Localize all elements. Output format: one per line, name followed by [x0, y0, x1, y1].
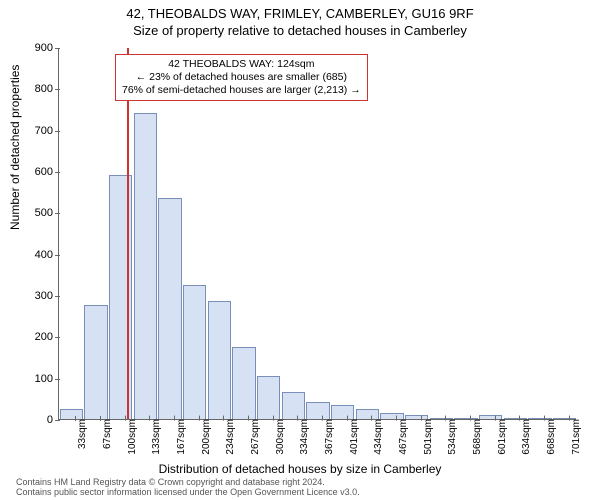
histogram-bar — [60, 409, 83, 419]
x-tick: 100sqm — [125, 419, 138, 455]
chart-container: 42, THEOBALDS WAY, FRIMLEY, CAMBERLEY, G… — [0, 0, 600, 500]
annotation-line: 76% of semi-detached houses are larger (… — [122, 84, 361, 97]
x-tick: 33sqm — [75, 419, 88, 449]
y-tick: 400 — [25, 249, 59, 261]
y-tick: 500 — [25, 207, 59, 219]
histogram-bar — [282, 392, 305, 419]
histogram-bar — [331, 405, 354, 419]
y-tick: 700 — [25, 125, 59, 137]
histogram-bar — [109, 175, 132, 419]
histogram-bar — [257, 376, 280, 419]
y-tick: 800 — [25, 83, 59, 95]
x-tick: 200sqm — [199, 419, 212, 455]
histogram-bar — [183, 285, 206, 419]
x-tick: 133sqm — [149, 419, 162, 455]
attribution-line-2: Contains public sector information licen… — [16, 488, 360, 498]
x-tick: 67sqm — [100, 419, 113, 449]
x-tick: 634sqm — [519, 419, 532, 455]
x-tick: 234sqm — [223, 419, 236, 455]
x-tick: 367sqm — [322, 419, 335, 455]
x-tick: 668sqm — [544, 419, 557, 455]
histogram-bar — [134, 113, 157, 419]
x-axis-label: Distribution of detached houses by size … — [0, 462, 600, 476]
x-tick: 401sqm — [347, 419, 360, 455]
y-tick: 900 — [25, 42, 59, 54]
annotation-box: 42 THEOBALDS WAY: 124sqm← 23% of detache… — [115, 54, 368, 101]
x-tick: 568sqm — [470, 419, 483, 455]
property-marker-line — [127, 48, 129, 419]
x-tick: 501sqm — [421, 419, 434, 455]
x-tick: 434sqm — [371, 419, 384, 455]
y-axis-label: Number of detached properties — [8, 65, 22, 230]
title-block: 42, THEOBALDS WAY, FRIMLEY, CAMBERLEY, G… — [0, 0, 600, 38]
chart-title: 42, THEOBALDS WAY, FRIMLEY, CAMBERLEY, G… — [0, 6, 600, 21]
histogram-bar — [158, 198, 181, 419]
x-tick: 467sqm — [396, 419, 409, 455]
y-tick: 600 — [25, 166, 59, 178]
x-tick: 534sqm — [445, 419, 458, 455]
x-tick: 601sqm — [495, 419, 508, 455]
attribution: Contains HM Land Registry data © Crown c… — [16, 478, 360, 498]
annotation-line: ← 23% of detached houses are smaller (68… — [122, 71, 361, 84]
x-tick: 267sqm — [248, 419, 261, 455]
histogram-bar — [306, 402, 329, 419]
x-tick: 334sqm — [297, 419, 310, 455]
annotation-line: 42 THEOBALDS WAY: 124sqm — [122, 58, 361, 71]
y-tick: 200 — [25, 331, 59, 343]
x-tick: 300sqm — [273, 419, 286, 455]
x-tick: 701sqm — [569, 419, 582, 455]
histogram-bar — [84, 305, 107, 419]
chart-subtitle: Size of property relative to detached ho… — [0, 23, 600, 38]
y-tick: 0 — [25, 414, 59, 426]
y-tick: 100 — [25, 373, 59, 385]
y-tick: 300 — [25, 290, 59, 302]
histogram-bar — [232, 347, 255, 419]
histogram-bar — [208, 301, 231, 419]
plot-area: 010020030040050060070080090033sqm67sqm10… — [58, 48, 576, 420]
histogram-bar — [356, 409, 379, 419]
x-tick: 167sqm — [174, 419, 187, 455]
